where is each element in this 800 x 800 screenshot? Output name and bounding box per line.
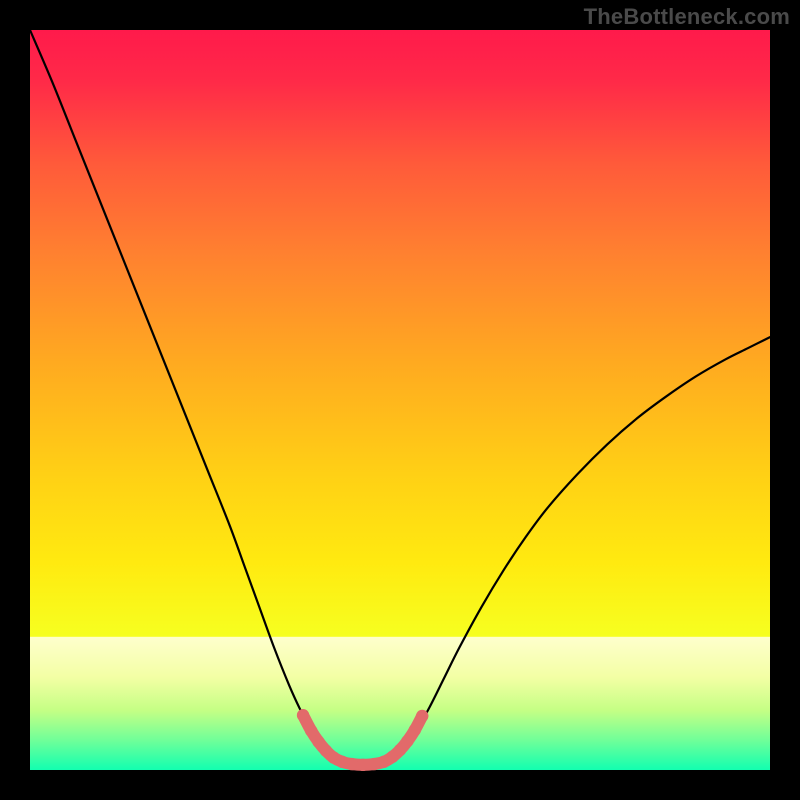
chart-stage: TheBottleneck.com: [0, 0, 800, 800]
watermark-text: TheBottleneck.com: [584, 4, 790, 30]
optimal-range-marker: [305, 725, 317, 737]
optimal-range-marker: [346, 758, 358, 770]
svg-host: [0, 0, 800, 800]
optimal-range-marker: [409, 724, 421, 736]
optimal-range-marker: [401, 735, 413, 747]
bottleneck-chart-svg: [0, 0, 800, 800]
optimal-range-marker: [357, 759, 369, 771]
optimal-range-marker: [297, 709, 309, 721]
optimal-range-marker: [416, 710, 428, 722]
